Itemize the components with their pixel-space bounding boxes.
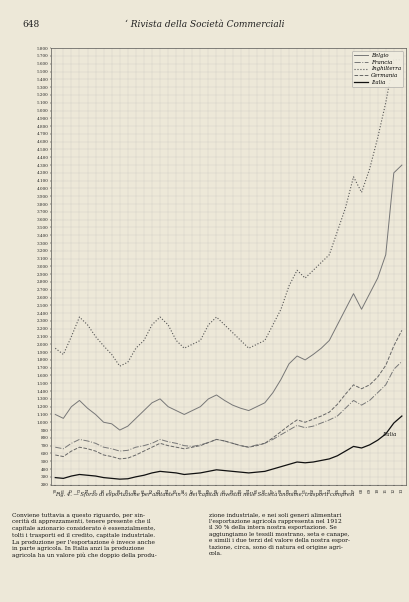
Text: Fig. 4. — Sforzo di esportazione per abitante in ⅓ dei capitali investiti nelle : Fig. 4. — Sforzo di esportazione per abi…	[55, 492, 354, 497]
Legend: Belgio, Francia, Inghilterra, Germania, Italia: Belgio, Francia, Inghilterra, Germania, …	[351, 51, 402, 87]
Text: Conviene tuttavia a questo riguardo, per sin-
cerità di apprezzamenti, tenere pr: Conviene tuttavia a questo riguardo, per…	[12, 513, 157, 559]
Text: zione industriale, e nei soli generi alimentari
l'esportazione agricola rapprese: zione industriale, e nei soli generi ali…	[209, 513, 349, 556]
Text: Italia: Italia	[381, 432, 395, 437]
Text: ‘ Rivista della Società Commerciali: ‘ Rivista della Società Commerciali	[125, 20, 284, 29]
Text: 648: 648	[22, 20, 40, 29]
